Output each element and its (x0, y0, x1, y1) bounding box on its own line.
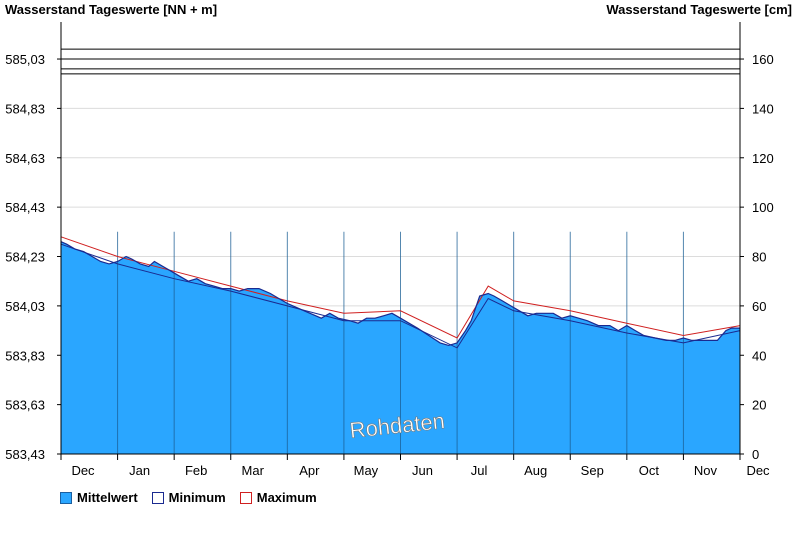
x-tick-label: Mar (242, 463, 265, 478)
right-axis-title: Wasserstand Tageswerte [cm] (606, 2, 792, 17)
x-tick-label: Jan (129, 463, 150, 478)
right-tick-label: 0 (752, 447, 759, 462)
x-tick-label: May (354, 463, 379, 478)
right-tick-label: 80 (752, 250, 766, 265)
x-tick-label: Aug (524, 463, 547, 478)
left-axis-title: Wasserstand Tageswerte [NN + m] (5, 2, 218, 17)
x-tick-label: Jun (412, 463, 433, 478)
axis-ticks: 585,03 584,83 584,63 584,43 584,23 584,03 583,… (5, 52, 773, 478)
series-minimum-line (60, 243, 741, 349)
x-tick-label: Apr (299, 463, 320, 478)
x-tick-label: Sep (581, 463, 604, 478)
legend-item-mean: Mittelwert (60, 490, 138, 505)
series-lines (60, 236, 741, 349)
left-tick-label: 583,83 (5, 348, 45, 363)
legend-label-min: Minimum (168, 490, 226, 505)
right-tick-label: 20 (752, 398, 766, 413)
left-tick-label: 584,03 (5, 299, 45, 314)
right-tick-label: 140 (752, 101, 774, 116)
left-tick-label: 584,43 (5, 200, 45, 215)
legend-label-mean: Mittelwert (77, 490, 138, 505)
x-tick-label: Dec (71, 463, 95, 478)
left-tick-label: 583,43 (5, 447, 45, 462)
min-swatch (151, 491, 164, 504)
x-tick-label: Jul (471, 463, 488, 478)
series-mittelwert-line (60, 241, 740, 347)
x-tick-label: Nov (694, 463, 718, 478)
legend-label-max: Maximum (256, 490, 317, 505)
legend-item-max: Maximum (239, 490, 317, 505)
month-dividers (117, 231, 684, 454)
right-tick-label: 100 (752, 200, 774, 215)
x-tick-label: Dec (746, 463, 770, 478)
threshold-lines (61, 48, 740, 75)
left-tick-label: 585,03 (5, 52, 45, 67)
left-tick-label: 584,83 (5, 101, 45, 116)
x-tick-label: Feb (185, 463, 207, 478)
right-tick-label: 120 (752, 151, 774, 166)
right-tick-label: 40 (752, 348, 766, 363)
series-maximum-line (60, 236, 741, 339)
max-swatch (239, 491, 252, 504)
mean-swatch (60, 491, 72, 504)
x-tick-label: Oct (639, 463, 660, 478)
left-tick-label: 584,23 (5, 250, 45, 265)
right-tick-label: 160 (752, 52, 774, 67)
right-tick-label: 60 (752, 299, 766, 314)
legend-item-min: Minimum (151, 490, 226, 505)
left-tick-label: 583,63 (5, 398, 45, 413)
legend: Mittelwert Minimum Maximum (60, 490, 317, 505)
left-tick-label: 584,63 (5, 151, 45, 166)
